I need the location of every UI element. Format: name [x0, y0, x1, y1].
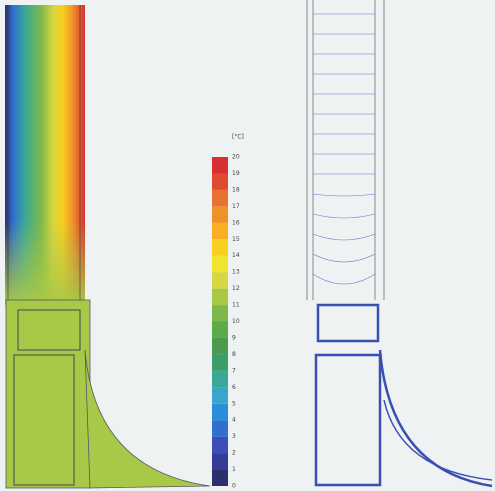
color-step [212, 321, 228, 338]
isotherm [312, 213, 376, 219]
isotherm-section [306, 0, 493, 488]
color-step [212, 453, 228, 470]
scale-label: 16 [232, 219, 240, 226]
scale-label: 13 [232, 269, 240, 276]
color-step [212, 157, 228, 174]
scale-label: 19 [232, 170, 240, 177]
scale-label: 18 [232, 186, 240, 193]
color-step [212, 239, 228, 256]
scale-label: 15 [232, 236, 240, 243]
color-step [212, 420, 228, 437]
color-step [212, 354, 228, 371]
scale-label: 17 [232, 203, 240, 210]
thermal-section [5, 5, 211, 489]
scale-label: 8 [232, 351, 236, 358]
scale-label: 6 [232, 384, 236, 391]
isotherm [312, 233, 376, 241]
color-step [212, 173, 228, 190]
scale-label: 20 [232, 154, 240, 161]
scale-label: 14 [232, 252, 240, 259]
scale-label: 11 [232, 302, 240, 309]
scale-label: 5 [232, 400, 236, 407]
scale-label: 3 [232, 433, 236, 440]
isotherm [312, 273, 376, 285]
scale-label: 4 [232, 417, 236, 424]
color-step [212, 255, 228, 273]
scale-label: 0 [232, 483, 236, 490]
color-step [212, 387, 228, 404]
color-step [212, 222, 228, 240]
isotherm [312, 193, 376, 197]
color-step [212, 436, 228, 454]
unit-label: [°C] [232, 134, 244, 141]
scale-label: 10 [232, 318, 240, 325]
scale-label: 12 [232, 285, 240, 292]
isotherm [312, 253, 376, 263]
color-step [212, 370, 228, 388]
color-step [212, 288, 228, 306]
scale-label: 9 [232, 334, 236, 341]
color-step [212, 206, 228, 223]
scale-label: 7 [232, 367, 236, 374]
scale-label: 2 [232, 450, 236, 457]
color-step [212, 272, 228, 289]
color-step [212, 469, 228, 486]
color-step [212, 189, 228, 207]
color-step [212, 337, 228, 355]
color-step [212, 305, 228, 322]
color-step [212, 403, 228, 421]
scale-label: 1 [232, 466, 236, 473]
